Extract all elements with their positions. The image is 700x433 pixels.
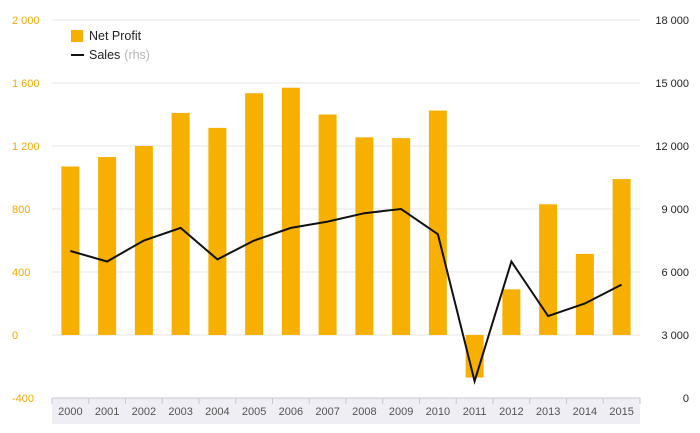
legend-swatch-net-profit xyxy=(71,30,83,42)
x-tick-label: 2000 xyxy=(58,406,82,418)
bar-net-profit-2000 xyxy=(61,166,80,335)
x-tick-label: 2008 xyxy=(352,406,376,418)
bar-net-profit-2015 xyxy=(612,179,631,335)
bar-net-profit-2005 xyxy=(245,93,264,335)
bars-net-profit xyxy=(61,87,631,378)
legend-sales-axis-note: (rhs) xyxy=(124,48,150,62)
bar-net-profit-2003 xyxy=(171,112,190,335)
x-tick-label: 2009 xyxy=(389,406,413,418)
y-right-tick-label: 9 000 xyxy=(661,204,689,216)
y-right-tick-label: 3 000 xyxy=(661,330,689,342)
bar-net-profit-2012 xyxy=(502,289,521,335)
y-left-tick-label: 800 xyxy=(12,204,30,216)
x-tick-label: 2010 xyxy=(426,406,450,418)
x-tick-label: 2003 xyxy=(168,406,192,418)
bar-net-profit-2007 xyxy=(318,114,337,335)
x-tick-label: 2015 xyxy=(609,406,633,418)
x-tick-label: 2004 xyxy=(205,406,229,418)
sales-line xyxy=(70,207,623,385)
bar-net-profit-2004 xyxy=(208,127,227,335)
y-right-tick-labels: 0 3 000 6 000 9 000 12 000 15 000 18 000 xyxy=(655,15,689,405)
bar-net-profit-2006 xyxy=(281,87,300,335)
legend-label-sales: Sales (rhs) xyxy=(89,48,150,62)
x-tick-label: 2006 xyxy=(279,406,303,418)
y-left-tick-labels: -400 0 400 800 1 200 1 600 2 000 xyxy=(12,15,40,405)
bar-net-profit-2014 xyxy=(575,253,594,335)
y-right-tick-label: 0 xyxy=(683,393,689,405)
x-tick-label: 2013 xyxy=(536,406,560,418)
bar-net-profit-2009 xyxy=(392,138,411,335)
y-right-tick-label: 6 000 xyxy=(661,267,689,279)
y-right-tick-label: 15 000 xyxy=(655,78,689,90)
y-left-tick-label: 1 200 xyxy=(12,141,40,153)
x-tick-label: 2012 xyxy=(499,406,523,418)
y-right-tick-label: 18 000 xyxy=(655,15,689,27)
y-left-tick-label: 1 600 xyxy=(12,78,40,90)
x-tick-label: 2014 xyxy=(573,406,597,418)
y-right-tick-label: 12 000 xyxy=(655,141,689,153)
y-left-tick-label: 2 000 xyxy=(12,15,40,27)
x-tick-label: 2002 xyxy=(132,406,156,418)
bar-net-profit-2013 xyxy=(539,204,558,335)
x-tick-label: 2001 xyxy=(95,406,119,418)
x-tick-label: 2005 xyxy=(242,406,266,418)
bar-net-profit-2010 xyxy=(428,110,447,335)
bar-net-profit-2008 xyxy=(355,137,374,335)
x-tick-label: 2011 xyxy=(463,406,487,418)
y-left-tick-label: -400 xyxy=(12,393,34,405)
legend-sales-name: Sales xyxy=(89,48,120,62)
y-left-tick-label: 400 xyxy=(12,267,30,279)
x-axis-ticks: 2000 2001 2002 2003 2004 2005 2006 2007 2008 2009… xyxy=(51,397,641,418)
bar-net-profit-2001 xyxy=(98,157,117,335)
legend: Net Profit Sales (rhs) xyxy=(71,29,150,62)
legend-label-net-profit: Net Profit xyxy=(89,29,142,43)
y-left-tick-label: 0 xyxy=(12,330,18,342)
x-tick-label: 2007 xyxy=(315,406,339,418)
